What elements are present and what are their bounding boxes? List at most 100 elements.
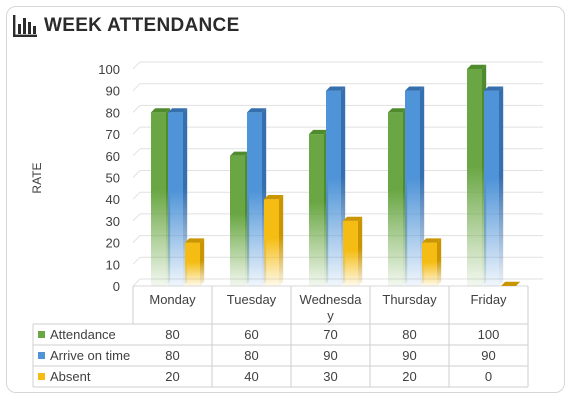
data-table-value: 80 [165,348,179,363]
gridline-depth [132,126,141,135]
bar-side [358,216,363,286]
bar-side [499,86,504,286]
bar-front [264,199,279,286]
data-table-value: 90 [402,348,416,363]
gridline-depth [132,61,141,70]
bar-attendance [151,108,171,287]
y-tick-label: 30 [106,214,120,229]
x-tick-label: Tuesday [227,292,277,307]
bar-front [388,112,403,287]
data-table-value: 60 [244,327,258,342]
bar-front [247,112,262,287]
data-table-value: 20 [165,369,179,384]
bar-top [405,86,425,91]
chart-title: WEEK ATTENDANCE [44,15,240,36]
x-tick-label: Wednesda [300,292,363,307]
x-tick-label: y [327,308,334,323]
bar-top [247,108,267,113]
bar-front [151,112,166,287]
legend-swatch [38,352,45,359]
bar-front [405,90,420,286]
data-table-value: 80 [244,348,258,363]
gridline-depth [132,191,141,200]
bar-attendance [467,64,487,286]
bar-top [230,151,250,156]
bar-side [420,86,425,286]
y-tick-label: 40 [106,192,120,207]
bar-top [151,108,171,113]
chart-title-block: WEEK ATTENDANCE [12,12,240,40]
bar-arrive-on-time [326,86,346,286]
bar-side [437,238,442,286]
x-tick-label: Friday [470,292,507,307]
y-tick-label: 90 [106,84,120,99]
y-tick-label: 50 [106,171,120,186]
bar-absent [422,238,442,286]
bar-absent [264,195,284,286]
gridline-depth [132,256,141,265]
gridline-depth [132,148,141,157]
data-table-value: 70 [323,327,337,342]
legend-label: Attendance [50,327,116,342]
bar-arrive-on-time [405,86,425,286]
bar-top [309,129,329,135]
y-tick-label: 80 [106,105,120,120]
bar-arrive-on-time [484,86,504,286]
bar-side [279,195,284,286]
bar-top [168,108,188,113]
gridline-depth [132,278,141,287]
bar-front [230,155,245,286]
bar-top [185,238,205,243]
bar-front [484,90,499,286]
data-table-value: 80 [402,327,416,342]
bar-absent [185,238,205,286]
x-tick-label: Monday [149,292,196,307]
y-tick-label: 20 [106,236,120,251]
bar-front [309,134,324,286]
data-table-value: 90 [323,348,337,363]
bar-front [168,112,183,287]
legend-label: Absent [50,369,91,384]
bar-attendance [230,151,250,286]
data-table-value: 80 [165,327,179,342]
y-tick-label: 100 [98,62,120,77]
data-table-value: 0 [485,369,492,384]
gridline-depth [132,105,141,113]
bar-attendance [309,129,329,286]
bar-top [501,281,521,286]
data-table-value: 20 [402,369,416,384]
data-table-value: 40 [244,369,258,384]
gridline-depth [132,235,141,243]
bar-arrive-on-time [168,108,188,287]
x-tick-label: Thursday [382,292,437,307]
legend-swatch [38,331,45,338]
bar-front [343,220,358,286]
bar-side [200,238,205,286]
bar-top [388,108,408,113]
bar-front [185,242,200,286]
bar-top [484,86,504,91]
bar-absent [343,216,363,286]
legend-label: Arrive on time [50,348,130,363]
bar-front [467,69,482,286]
bar-absent [501,281,521,286]
legend-swatch [38,373,45,380]
data-table-value: 100 [478,327,500,342]
bar-top [343,216,363,221]
bar-attendance [388,108,408,287]
bar-front [326,90,341,286]
y-tick-label: 70 [106,127,120,142]
data-table-value: 30 [323,369,337,384]
data-table-value: 90 [481,348,495,363]
bar-top [422,238,442,243]
bar-front [422,242,437,286]
y-tick-label: 10 [106,257,120,272]
gridline-depth [132,170,141,178]
y-tick-label: 60 [106,149,120,164]
y-tick-label: 0 [113,279,120,294]
gridline-depth [132,213,141,222]
bar-top [467,64,487,69]
bar-arrive-on-time [247,108,267,287]
y-axis-label: RATE [30,162,44,193]
bar-top [326,86,346,91]
